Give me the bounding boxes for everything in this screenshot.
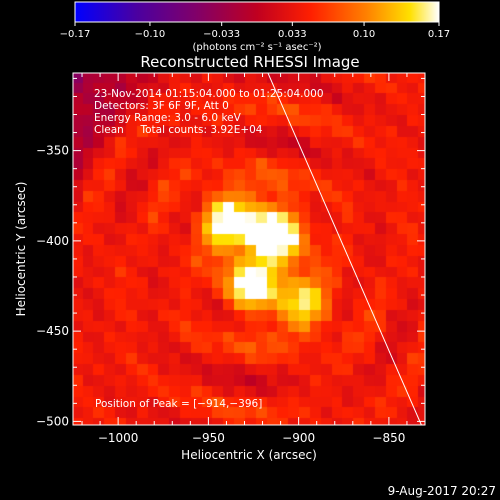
colorbar-ticks: −0.17 −0.10 −0.033 0.033 0.10 0.17 (60, 22, 450, 40)
annotation-time-range: 23-Nov-2014 01:15:04.000 to 01:25:04.000 (94, 88, 324, 100)
footer-date: 9-Aug-2017 20:27 (388, 484, 496, 498)
y-axis-ticks: −350 −400 −450 −500 (36, 77, 425, 428)
x-axis-ticks: −1000 −950 −900 −850 (81, 73, 426, 445)
annotation-clean-counts: Clean Total counts: 3.92E+04 (94, 124, 263, 136)
chart-title: Reconstructed RHESSI Image (140, 53, 359, 71)
colorbar-tick-label: 0.033 (278, 29, 307, 40)
x-tick-label: −900 (282, 431, 315, 445)
y-tick-label: −350 (36, 144, 69, 158)
colorbar-tick-label: −0.033 (203, 29, 240, 40)
colorbar-tick-label: −0.17 (60, 29, 91, 40)
y-tick-label: −400 (36, 234, 69, 248)
annotation-detectors: Detectors: 3F 6F 9F, Att 0 (94, 100, 229, 112)
annotation-peak-position: Position of Peak = [−914,−396] (95, 398, 262, 410)
y-tick-label: −500 (36, 414, 69, 428)
colorbar (74, 1, 440, 23)
y-tick-label: −450 (36, 324, 69, 338)
y-axis-label: Heliocentric Y (arcsec) (14, 182, 28, 317)
colorbar-tick-label: 0.10 (353, 29, 375, 40)
colorbar-tick-label: 0.17 (428, 29, 450, 40)
colorbar-tick-label: −0.10 (135, 29, 166, 40)
x-tick-label: −950 (192, 431, 225, 445)
heatmap-image (73, 73, 425, 425)
colorbar-unit-label: (photons cm⁻² s⁻¹ asec⁻²) (192, 42, 321, 53)
solar-limb-line (267, 73, 422, 425)
plot-frame (72, 72, 426, 426)
x-tick-label: −1000 (98, 431, 139, 445)
x-tick-label: −850 (372, 431, 405, 445)
x-axis-label: Heliocentric X (arcsec) (181, 448, 317, 462)
heatmap-raster (73, 73, 425, 425)
annotation-energy-range: Energy Range: 3.0 - 6.0 keV (94, 112, 242, 124)
